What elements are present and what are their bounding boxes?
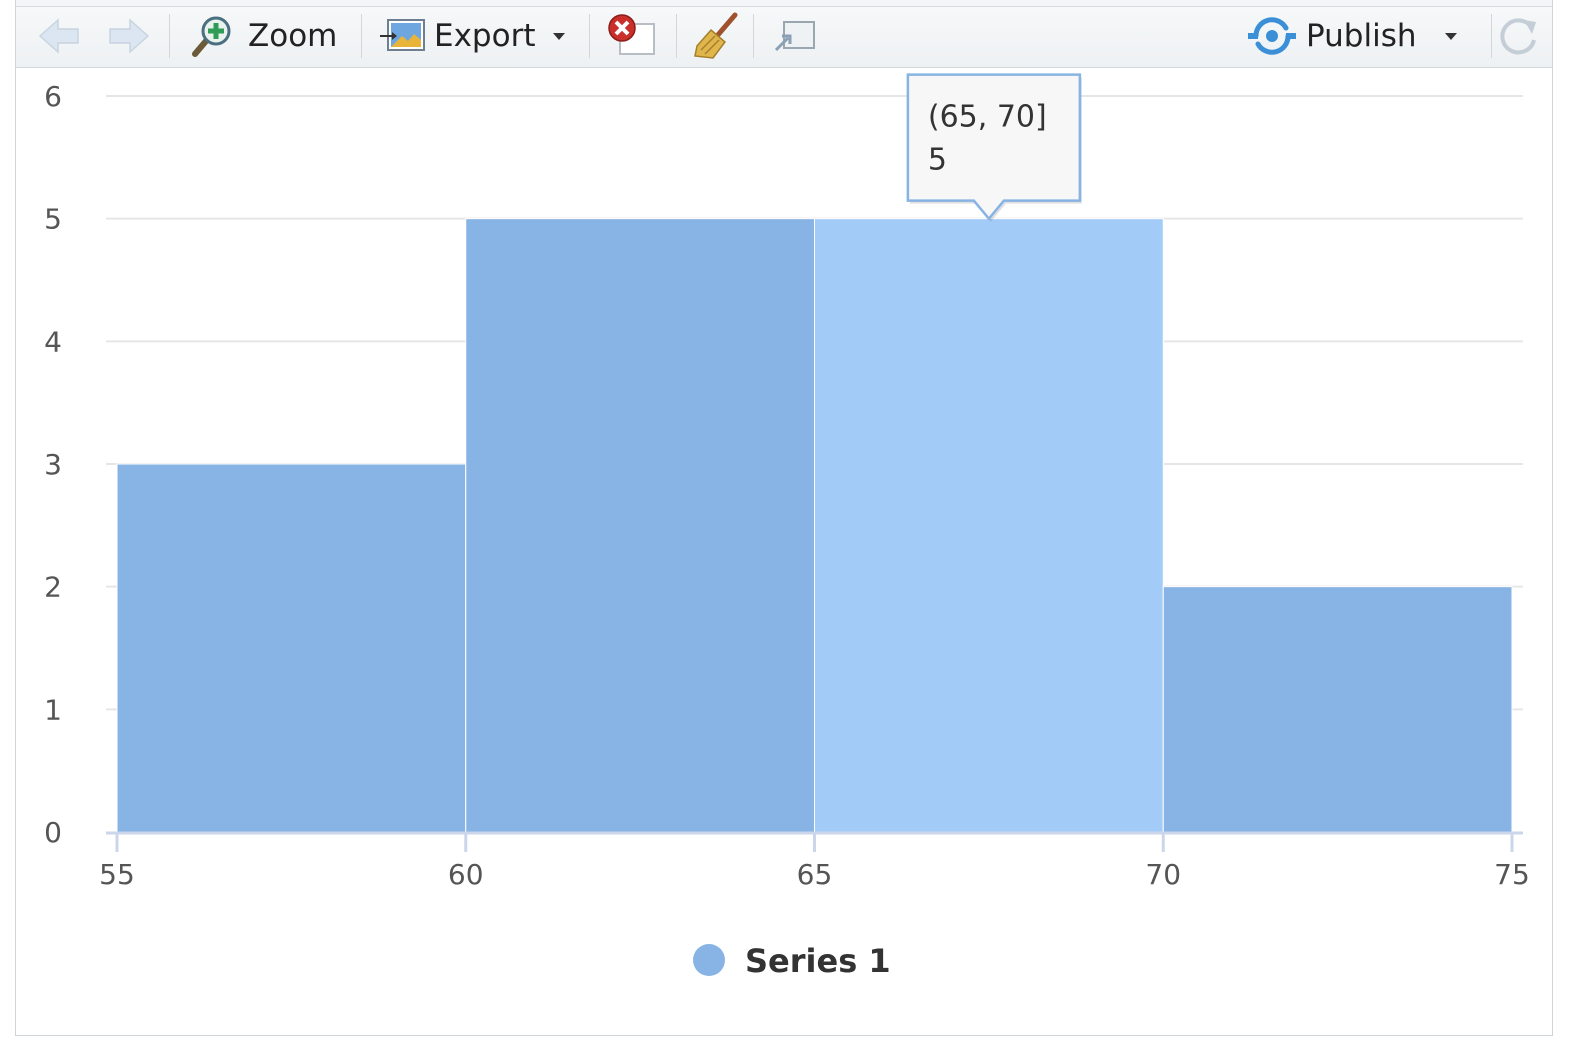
toolbar-separator	[361, 14, 362, 58]
chevron-down-icon	[1445, 33, 1457, 40]
histogram-bar	[117, 464, 466, 832]
x-tick-label: 65	[797, 858, 833, 891]
arrow-right-icon	[106, 16, 152, 56]
arrow-left-icon	[36, 16, 82, 56]
export-image-icon	[378, 16, 428, 56]
y-tick-label: 3	[44, 448, 62, 481]
show-in-new-window-button[interactable]	[770, 10, 818, 62]
tooltip-value: 5	[928, 143, 947, 178]
y-axis-tick-labels: 0 1 2 3 4 5 6	[44, 80, 62, 849]
zoom-label: Zoom	[248, 18, 337, 54]
toolbar-separator	[676, 14, 677, 58]
toolbar-separator	[1491, 14, 1492, 58]
refresh-icon	[1496, 14, 1540, 58]
back-button[interactable]	[36, 10, 82, 62]
remove-plot-icon	[606, 14, 658, 58]
chart-bars	[117, 219, 1512, 832]
histogram-bar	[466, 219, 815, 832]
plot-toolbar: Zoom Export	[16, 0, 1552, 68]
histogram-bar	[815, 219, 1164, 832]
popout-window-icon	[770, 16, 818, 56]
export-label: Export	[434, 18, 535, 54]
chart-legend[interactable]: Series 1	[693, 942, 891, 980]
y-tick-label: 6	[44, 80, 62, 113]
zoom-button[interactable]: Zoom	[190, 10, 337, 62]
chart-tooltip: (65, 70] 5	[908, 75, 1082, 222]
toolbar-separator	[589, 14, 590, 58]
x-tick-label: 70	[1145, 858, 1181, 891]
remove-plot-button[interactable]	[606, 10, 658, 62]
y-tick-label: 0	[44, 816, 62, 849]
y-tick-label: 4	[44, 325, 62, 358]
x-tick-label: 75	[1494, 858, 1530, 891]
toolbar-top-strip	[16, 0, 1552, 7]
y-tick-label: 1	[44, 693, 62, 726]
export-button[interactable]: Export	[378, 10, 565, 62]
zoom-icon	[190, 14, 234, 58]
publish-label: Publish	[1306, 18, 1417, 54]
legend-label: Series 1	[745, 942, 891, 980]
chevron-down-icon	[553, 33, 565, 40]
clear-all-button[interactable]	[691, 10, 741, 62]
toolbar-separator	[169, 14, 170, 58]
publish-button[interactable]: Publish	[1248, 10, 1457, 62]
histogram-bar	[1163, 587, 1512, 832]
x-tick-label: 60	[448, 858, 484, 891]
y-tick-label: 5	[44, 203, 62, 236]
x-axis-tick-labels: 55 60 65 70 75	[99, 858, 1530, 891]
legend-marker	[693, 944, 725, 976]
forward-button[interactable]	[106, 10, 152, 62]
broom-icon	[691, 12, 741, 60]
x-axis	[106, 833, 1523, 852]
y-tick-label: 2	[44, 571, 62, 604]
toolbar-separator	[753, 14, 754, 58]
refresh-button[interactable]	[1496, 10, 1540, 62]
x-tick-label: 55	[99, 858, 135, 891]
tooltip-bin-label: (65, 70]	[928, 100, 1047, 135]
publish-icon	[1248, 16, 1296, 56]
histogram-chart: 0 1 2 3 4 5 6 55 60 65 70 75 Series 1 (65, 70] 5	[0, 68, 1580, 1048]
